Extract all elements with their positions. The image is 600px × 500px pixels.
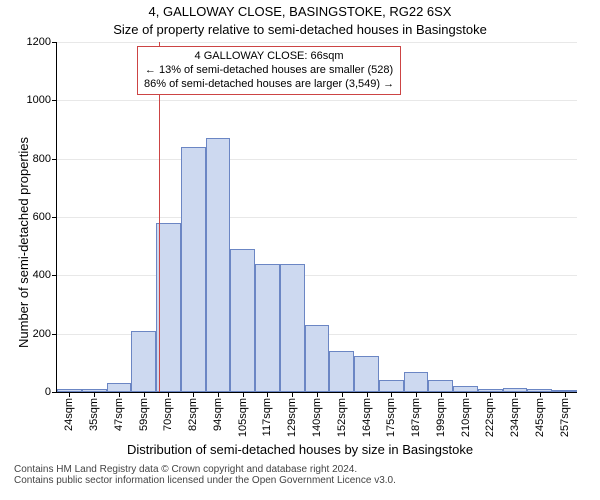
histogram-bar [107, 383, 132, 392]
y-axis-label: Number of semi-detached properties [16, 137, 31, 348]
chart-title: 4, GALLOWAY CLOSE, BASINGSTOKE, RG22 6SX [0, 4, 600, 19]
y-tick-label: 200 [33, 328, 51, 340]
footnote-line-2: Contains public sector information licen… [14, 475, 600, 486]
x-tick [342, 392, 343, 397]
y-tick-label: 1000 [27, 94, 51, 106]
histogram-bar [305, 325, 330, 392]
x-tick [243, 392, 244, 397]
y-tick [52, 217, 57, 218]
x-tick [540, 392, 541, 397]
x-tick-label: 140sqm [311, 398, 323, 437]
chart-subtitle: Size of property relative to semi-detach… [0, 22, 600, 37]
x-tick-label: 199sqm [435, 398, 447, 437]
histogram-bar [230, 249, 255, 392]
y-tick [52, 159, 57, 160]
x-tick [267, 392, 268, 397]
x-tick [317, 392, 318, 397]
x-tick-label: 24sqm [63, 398, 75, 431]
x-tick-label: 105sqm [237, 398, 249, 437]
y-gridline [57, 275, 577, 276]
x-tick-label: 187sqm [410, 398, 422, 437]
x-tick [94, 392, 95, 397]
y-tick [52, 392, 57, 393]
x-tick [218, 392, 219, 397]
histogram-bar [156, 223, 181, 392]
histogram-bar [255, 264, 280, 392]
chart-container: 4, GALLOWAY CLOSE, BASINGSTOKE, RG22 6SX… [0, 0, 600, 500]
histogram-bar [329, 351, 354, 392]
footnote: Contains HM Land Registry data © Crown c… [14, 464, 600, 486]
y-tick [52, 275, 57, 276]
y-tick-label: 600 [33, 211, 51, 223]
info-box-line: ← 13% of semi-detached houses are smalle… [144, 64, 394, 78]
x-tick [441, 392, 442, 397]
x-tick [168, 392, 169, 397]
x-tick-label: 35sqm [88, 398, 100, 431]
x-tick-label: 82sqm [187, 398, 199, 431]
y-tick-label: 400 [33, 269, 51, 281]
x-tick [292, 392, 293, 397]
x-tick-label: 175sqm [385, 398, 397, 437]
y-tick [52, 100, 57, 101]
plot-area: 02004006008001000120024sqm35sqm47sqm59sq… [56, 42, 577, 393]
y-tick-label: 1200 [27, 36, 51, 48]
histogram-bar [131, 331, 156, 392]
info-box-line: 86% of semi-detached houses are larger (… [144, 78, 394, 92]
x-tick [515, 392, 516, 397]
x-tick-label: 47sqm [113, 398, 125, 431]
x-tick [391, 392, 392, 397]
x-tick [69, 392, 70, 397]
x-tick [119, 392, 120, 397]
x-tick-label: 129sqm [286, 398, 298, 437]
y-gridline [57, 42, 577, 43]
x-tick-label: 59sqm [138, 398, 150, 431]
histogram-bar [206, 138, 231, 392]
x-tick [565, 392, 566, 397]
info-box-line: 4 GALLOWAY CLOSE: 66sqm [144, 50, 394, 64]
histogram-bar [280, 264, 305, 392]
x-tick [416, 392, 417, 397]
x-tick-label: 245sqm [534, 398, 546, 437]
y-gridline [57, 100, 577, 101]
x-tick-label: 152sqm [336, 398, 348, 437]
x-tick-label: 210sqm [460, 398, 472, 437]
footnote-line-1: Contains HM Land Registry data © Crown c… [14, 464, 600, 475]
x-tick-label: 117sqm [261, 398, 273, 436]
x-axis-label: Distribution of semi-detached houses by … [0, 442, 600, 457]
histogram-bar [428, 380, 453, 392]
y-tick [52, 42, 57, 43]
histogram-bar [354, 356, 379, 392]
x-tick [466, 392, 467, 397]
y-gridline [57, 217, 577, 218]
x-tick-label: 70sqm [162, 398, 174, 431]
histogram-bar [404, 372, 429, 392]
histogram-bar [181, 147, 206, 392]
y-tick-label: 0 [45, 386, 51, 398]
x-tick [490, 392, 491, 397]
x-tick-label: 164sqm [361, 398, 373, 437]
x-tick [193, 392, 194, 397]
x-tick [144, 392, 145, 397]
histogram-bar [379, 380, 404, 392]
x-tick-label: 234sqm [509, 398, 521, 437]
y-tick [52, 334, 57, 335]
x-tick [367, 392, 368, 397]
x-tick-label: 94sqm [212, 398, 224, 431]
x-tick-label: 222sqm [484, 398, 496, 437]
y-tick-label: 800 [33, 153, 51, 165]
marker-info-box: 4 GALLOWAY CLOSE: 66sqm← 13% of semi-det… [137, 46, 401, 95]
y-gridline [57, 159, 577, 160]
x-tick-label: 257sqm [559, 398, 571, 437]
